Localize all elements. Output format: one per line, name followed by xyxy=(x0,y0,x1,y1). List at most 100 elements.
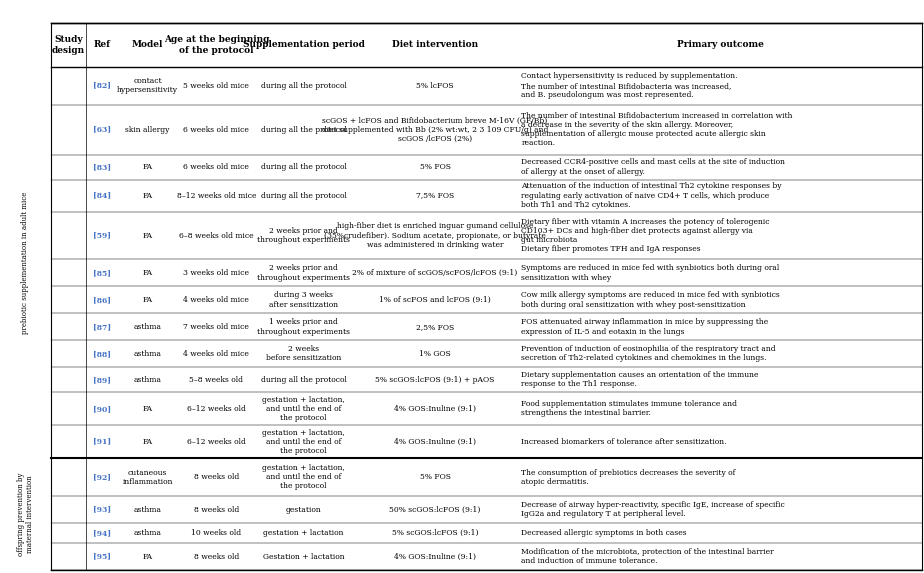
Text: 8 weeks old: 8 weeks old xyxy=(194,552,239,560)
Text: 2 weeks prior and
throughout experiments: 2 weeks prior and throughout experiments xyxy=(257,227,350,244)
Text: The consumption of prebiotics decreases the severity of
atopic dermatitis.: The consumption of prebiotics decreases … xyxy=(521,469,736,486)
Text: FA: FA xyxy=(142,163,152,171)
Text: 10 weeks old: 10 weeks old xyxy=(191,529,241,537)
Text: Diet intervention: Diet intervention xyxy=(392,40,478,49)
Text: [90]: [90] xyxy=(92,405,111,413)
Text: 5% lcFOS: 5% lcFOS xyxy=(417,82,454,90)
Text: FA: FA xyxy=(142,231,152,240)
Text: during all the protocol: during all the protocol xyxy=(261,163,346,171)
Text: 2% of mixture of scGOS/scFOS/lcFOS (9:1): 2% of mixture of scGOS/scFOS/lcFOS (9:1) xyxy=(352,269,517,277)
Text: Supplementation period: Supplementation period xyxy=(243,40,364,49)
Text: FA: FA xyxy=(142,296,152,304)
Text: 1% of scFOS and lcFOS (9:1): 1% of scFOS and lcFOS (9:1) xyxy=(379,296,491,304)
Text: Dietary fiber with vitamin A increases the potency of tolerogenic
CD103+ DCs and: Dietary fiber with vitamin A increases t… xyxy=(521,218,770,253)
Text: 4 weeks old mice: 4 weeks old mice xyxy=(184,296,249,304)
Text: Age at the beginning
of the protocol: Age at the beginning of the protocol xyxy=(164,35,269,55)
Text: 5% FOS: 5% FOS xyxy=(419,163,451,171)
Text: FA: FA xyxy=(142,552,152,560)
Text: [82]: [82] xyxy=(92,82,111,90)
Text: Decreased allergic symptoms in both cases: Decreased allergic symptoms in both case… xyxy=(521,529,687,537)
Text: Dietary supplementation causes an orientation of the immune
response to the Th1 : Dietary supplementation causes an orient… xyxy=(521,371,759,388)
Text: 6–12 weeks old: 6–12 weeks old xyxy=(187,405,246,413)
Text: asthma: asthma xyxy=(134,323,162,331)
Text: Ref: Ref xyxy=(93,40,110,49)
Text: gestation: gestation xyxy=(286,506,322,514)
Text: [84]: [84] xyxy=(92,191,111,199)
Text: [88]: [88] xyxy=(92,350,111,358)
Text: FA: FA xyxy=(142,438,152,446)
Text: 1% GOS: 1% GOS xyxy=(419,350,451,358)
Text: [92]: [92] xyxy=(92,473,111,481)
Text: 8 weeks old: 8 weeks old xyxy=(194,473,239,481)
Text: during all the protocol: during all the protocol xyxy=(261,191,346,199)
Text: Attenuation of the induction of intestinal Th2 cytokine responses by
regulating : Attenuation of the induction of intestin… xyxy=(521,182,782,209)
Text: 8–12 weeks old mice: 8–12 weeks old mice xyxy=(176,191,256,199)
Text: 5–8 weeks old: 5–8 weeks old xyxy=(189,376,243,384)
Text: asthma: asthma xyxy=(134,506,162,514)
Text: Cow milk allergy symptoms are reduced in mice fed with synbiotics
both during or: Cow milk allergy symptoms are reduced in… xyxy=(521,291,780,308)
Text: [91]: [91] xyxy=(92,438,111,446)
Text: [94]: [94] xyxy=(92,529,111,537)
Text: 7,5% FOS: 7,5% FOS xyxy=(416,191,455,199)
Text: during all the protocol: during all the protocol xyxy=(261,125,346,134)
Text: skin allergy: skin allergy xyxy=(126,125,170,134)
Text: 8 weeks old: 8 weeks old xyxy=(194,506,239,514)
Text: Model: Model xyxy=(132,40,164,49)
Text: 5 weeks old mice: 5 weeks old mice xyxy=(184,82,249,90)
Text: gestation + lactation: gestation + lactation xyxy=(263,529,344,537)
Text: 4 weeks old mice: 4 weeks old mice xyxy=(184,350,249,358)
Text: 6 weeks old mice: 6 weeks old mice xyxy=(184,163,249,171)
Text: gestation + lactation,
and until the end of
the protocol: gestation + lactation, and until the end… xyxy=(262,395,345,422)
Text: [59]: [59] xyxy=(92,231,111,240)
Text: [86]: [86] xyxy=(92,296,111,304)
Text: 6–12 weeks old: 6–12 weeks old xyxy=(187,438,246,446)
Text: 5% FOS: 5% FOS xyxy=(419,473,451,481)
Text: 50% scGOS:lcFOS (9:1): 50% scGOS:lcFOS (9:1) xyxy=(389,506,480,514)
Text: asthma: asthma xyxy=(134,350,162,358)
Text: Prevention of induction of eosinophilia of the respiratory tract and
secretion o: Prevention of induction of eosinophilia … xyxy=(521,346,776,363)
Text: 6 weeks old mice: 6 weeks old mice xyxy=(184,125,249,134)
Text: during 3 weeks
after sensitization: during 3 weeks after sensitization xyxy=(269,291,338,308)
Text: Modification of the microbiota, protection of the intestinal barrier
and inducti: Modification of the microbiota, protecti… xyxy=(521,548,774,565)
Text: [87]: [87] xyxy=(92,323,111,331)
Text: FOS attenuated airway inflammation in mice by suppressing the
expression of IL-5: FOS attenuated airway inflammation in mi… xyxy=(521,319,769,336)
Text: Primary outcome: Primary outcome xyxy=(677,40,764,49)
Text: Decrease of airway hyper-reactivity, specific IgE, increase of specific
IgG2a an: Decrease of airway hyper-reactivity, spe… xyxy=(521,501,785,519)
Text: FA: FA xyxy=(142,269,152,277)
Text: Symptoms are reduced in mice fed with synbiotics both during oral
sensitization : Symptoms are reduced in mice fed with sy… xyxy=(521,264,780,281)
Text: gestation + lactation,
and until the end of
the protocol: gestation + lactation, and until the end… xyxy=(262,464,345,490)
Text: cutaneous
inflammation: cutaneous inflammation xyxy=(122,469,173,486)
Text: Study
design: Study design xyxy=(52,35,85,55)
Text: 2,5% FOS: 2,5% FOS xyxy=(416,323,455,331)
Text: 2 weeks
before sensitization: 2 weeks before sensitization xyxy=(266,346,341,363)
Text: 2 weeks prior and
throughout experiments: 2 weeks prior and throughout experiments xyxy=(257,264,350,281)
Text: FA: FA xyxy=(142,405,152,413)
Text: 6–8 weeks old mice: 6–8 weeks old mice xyxy=(179,231,254,240)
Text: [89]: [89] xyxy=(92,376,111,384)
Text: [93]: [93] xyxy=(92,506,111,514)
Text: [85]: [85] xyxy=(92,269,111,277)
Text: Increased biomarkers of tolerance after sensitization.: Increased biomarkers of tolerance after … xyxy=(521,438,727,446)
Text: 1 weeks prior and
throughout experiments: 1 weeks prior and throughout experiments xyxy=(257,319,350,336)
Text: asthma: asthma xyxy=(134,529,162,537)
Text: FA: FA xyxy=(142,191,152,199)
Text: 7 weeks old mice: 7 weeks old mice xyxy=(184,323,249,331)
Text: [63]: [63] xyxy=(92,125,111,134)
Text: 4% GOS:Inuline (9:1): 4% GOS:Inuline (9:1) xyxy=(394,405,476,413)
Text: scGOS + lcFOS and Bifidobacterium breve M-16V (GF/Bb)
diet supplemented with Bb : scGOS + lcFOS and Bifidobacterium breve … xyxy=(322,116,548,143)
Text: gestation + lactation,
and until the end of
the protocol: gestation + lactation, and until the end… xyxy=(262,429,345,455)
Text: high-fiber diet is enriched inguar gumand cellulose
(35%crudefiber). Sodium acet: high-fiber diet is enriched inguar guman… xyxy=(324,222,546,249)
Text: Gestation + lactation: Gestation + lactation xyxy=(262,552,345,560)
Text: during all the protocol: during all the protocol xyxy=(261,376,346,384)
Text: 5% scGOS:lcFOS (9:1) + pAOS: 5% scGOS:lcFOS (9:1) + pAOS xyxy=(375,376,494,384)
Text: 4% GOS:Inuline (9:1): 4% GOS:Inuline (9:1) xyxy=(394,438,476,446)
Text: contact
hypersensitivity: contact hypersensitivity xyxy=(117,77,178,95)
Text: during all the protocol: during all the protocol xyxy=(261,82,346,90)
Text: 5% scGOS:lcFOS (9:1): 5% scGOS:lcFOS (9:1) xyxy=(392,529,479,537)
Text: [83]: [83] xyxy=(92,163,111,171)
Text: Contact hypersensitivity is reduced by supplementation.
The number of intestinal: Contact hypersensitivity is reduced by s… xyxy=(521,72,738,99)
Text: prebiotic supplementation in adult mice: prebiotic supplementation in adult mice xyxy=(21,191,30,333)
Text: 3 weeks old mice: 3 weeks old mice xyxy=(183,269,249,277)
Text: Food supplementation stimulates immune tolerance and
strengthens the intestinal : Food supplementation stimulates immune t… xyxy=(521,400,737,417)
Text: Decreased CCR4-positive cells and mast cells at the site of induction
of allergy: Decreased CCR4-positive cells and mast c… xyxy=(521,159,785,176)
